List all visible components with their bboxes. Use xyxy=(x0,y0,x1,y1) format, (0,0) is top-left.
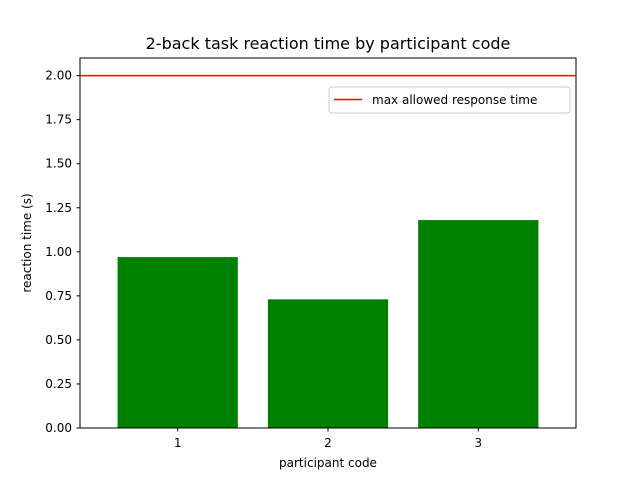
y-tick-label: 0.50 xyxy=(45,333,72,347)
bar-participant-1 xyxy=(117,257,238,428)
bar-participant-2 xyxy=(267,299,389,428)
x-tick-label: 1 xyxy=(174,436,182,450)
y-tick-label: 0.25 xyxy=(45,377,72,391)
y-axis: 0.00 0.25 0.50 0.75 1.00 1.25 1.50 1.75 2.00 xyxy=(45,69,80,435)
y-tick-label: 0.75 xyxy=(45,289,72,303)
bar-participant-3 xyxy=(418,220,539,428)
bars xyxy=(117,220,539,428)
legend: max allowed response time xyxy=(328,86,571,114)
x-axis: 1 2 3 xyxy=(174,428,482,450)
chart-title: 2-back task reaction time by participant… xyxy=(146,34,511,53)
y-tick-label: 2.00 xyxy=(45,69,72,83)
y-tick-label: 1.00 xyxy=(45,245,72,259)
x-tick-label: 3 xyxy=(474,436,482,450)
y-tick-label: 1.50 xyxy=(45,157,72,171)
y-tick-label: 1.25 xyxy=(45,201,72,215)
y-tick-label: 0.00 xyxy=(45,421,72,435)
y-tick-label: 1.75 xyxy=(45,113,72,127)
plot-area xyxy=(79,57,577,429)
legend-entry-label: max allowed response time xyxy=(372,93,537,107)
y-axis-label: reaction time (s) xyxy=(20,193,34,292)
legend-box xyxy=(328,86,571,114)
x-tick-label: 2 xyxy=(324,436,332,450)
x-axis-label: participant code xyxy=(279,456,377,470)
